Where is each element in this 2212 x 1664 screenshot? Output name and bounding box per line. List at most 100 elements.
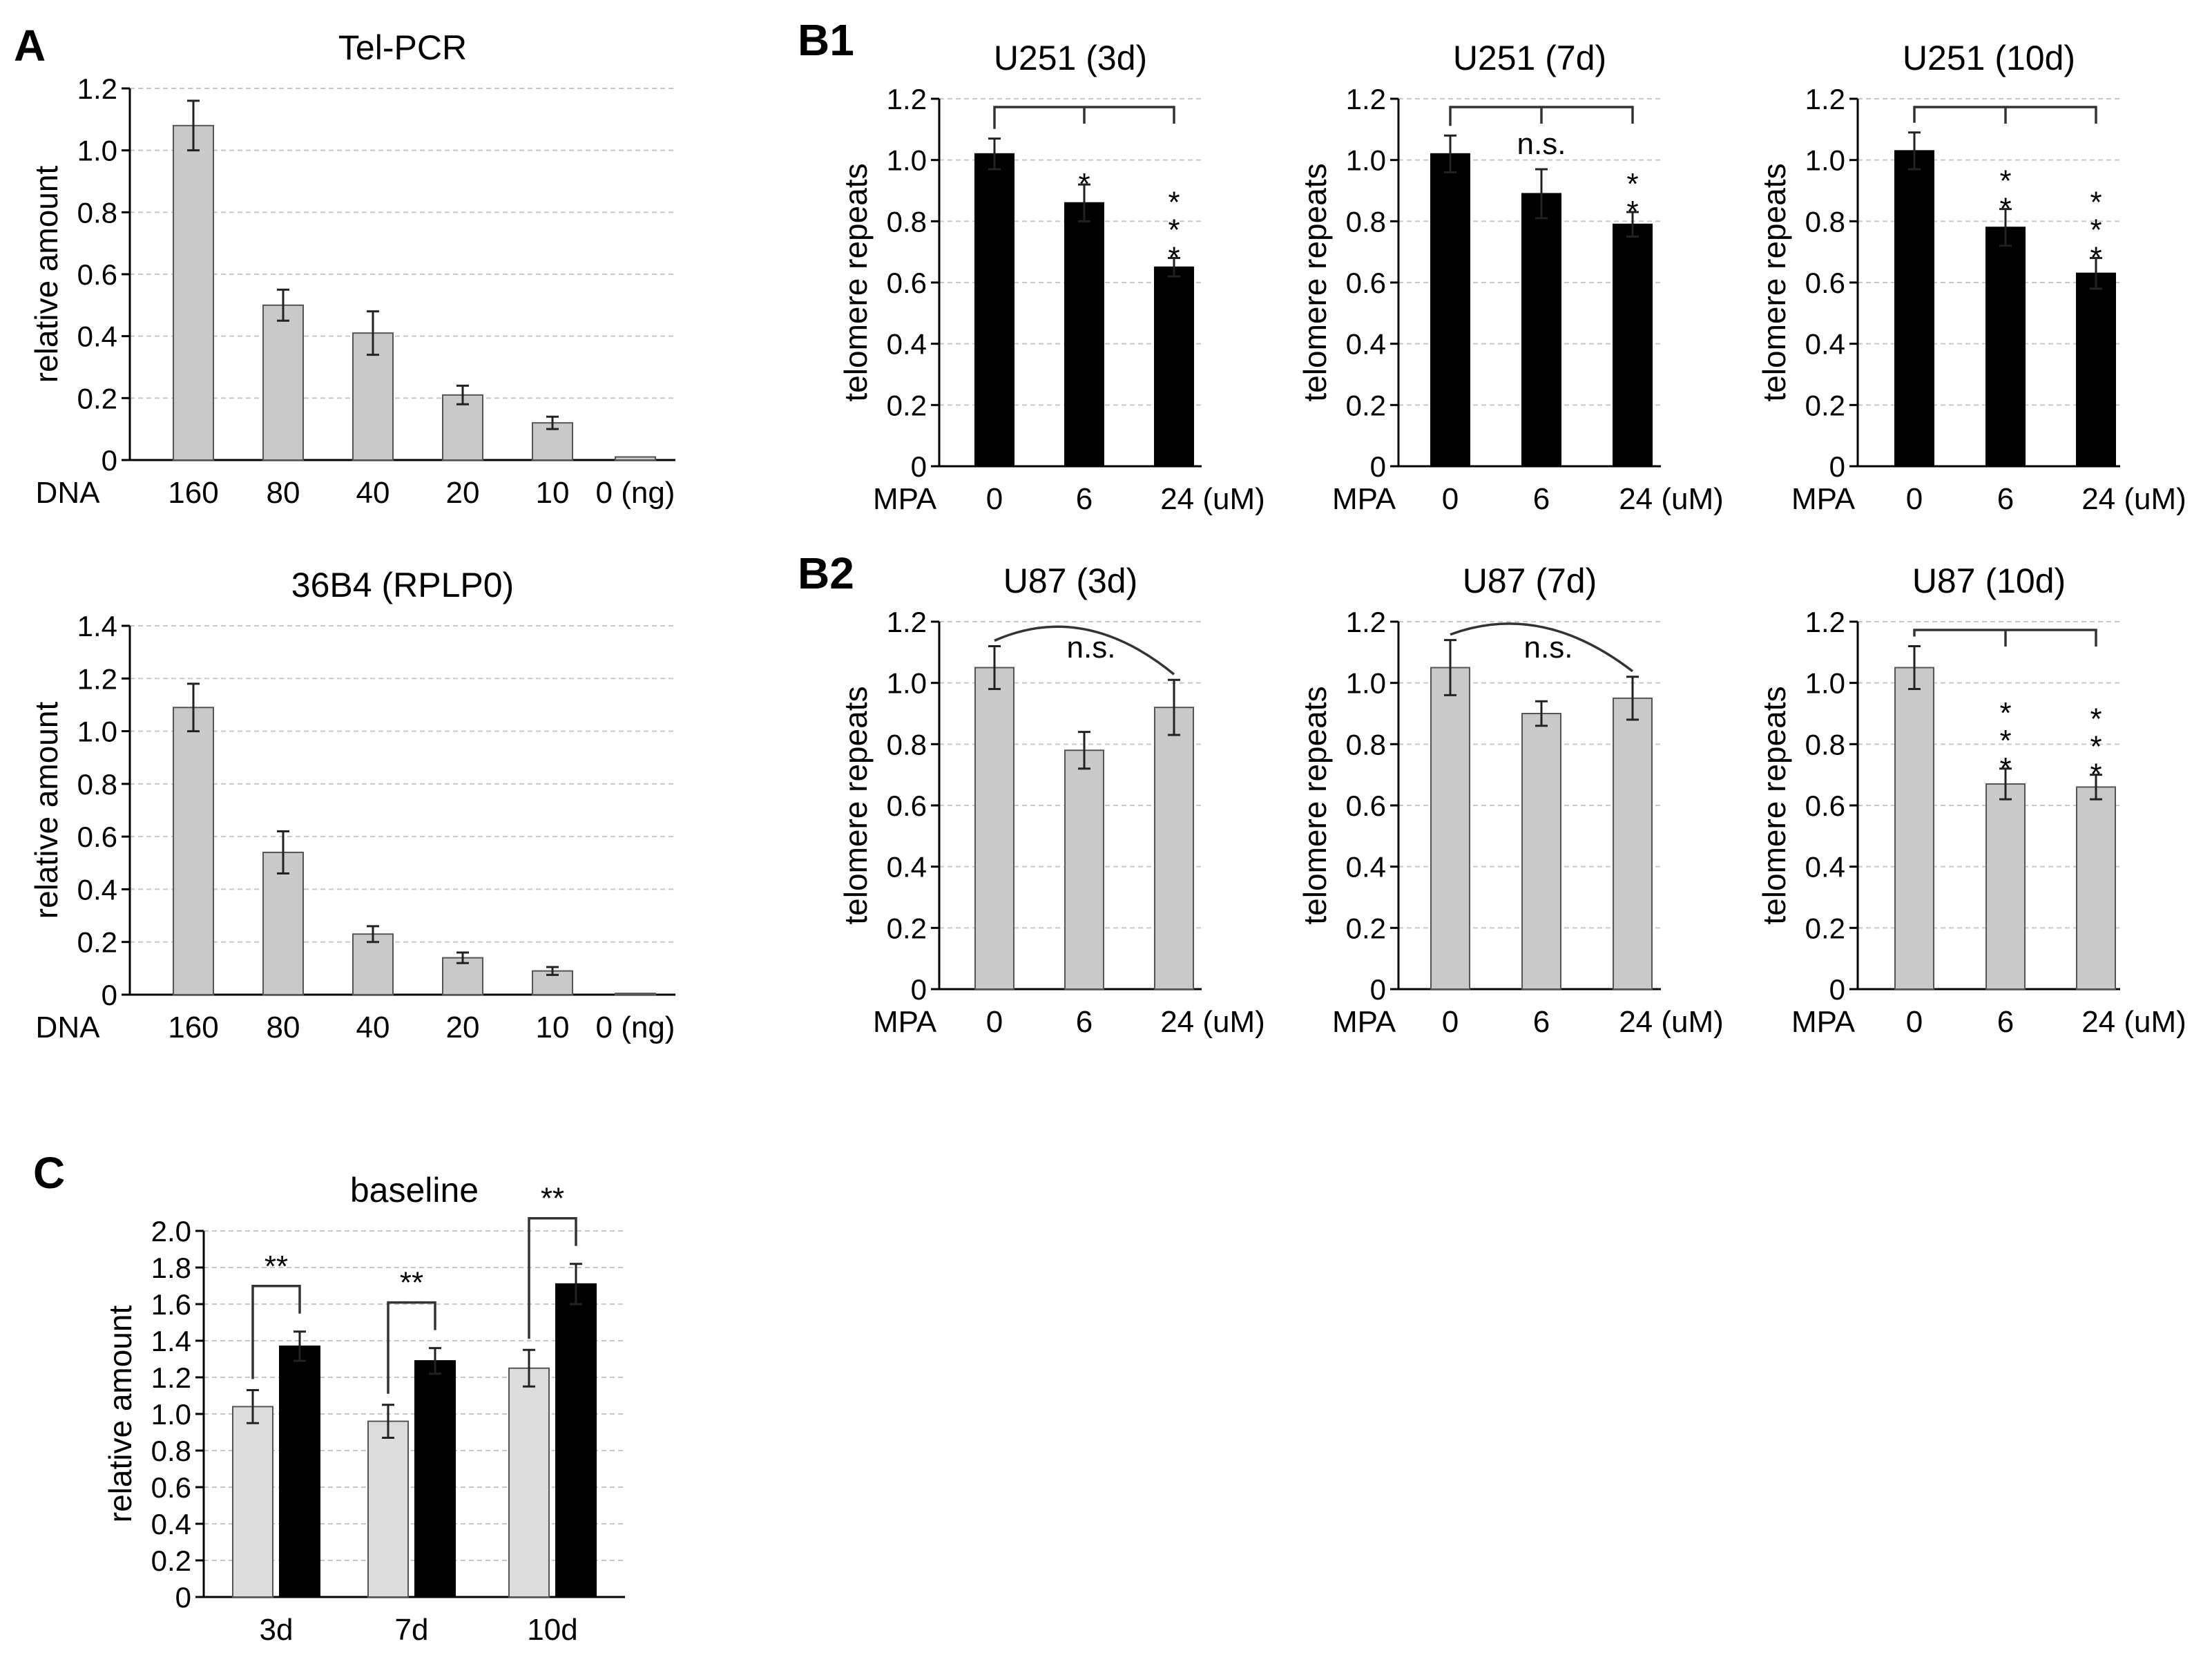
significance-label: *	[1078, 167, 1090, 201]
significance-star: *	[1999, 192, 2011, 226]
y-tick-label: 0.6	[1346, 790, 1386, 822]
significance-bracket	[251, 1285, 301, 1379]
category-label: 0	[1442, 1005, 1459, 1039]
chart-title: U87 (7d)	[1463, 562, 1597, 600]
panel-label-c: C	[33, 1148, 65, 1198]
y-axis-label: relative amount	[28, 166, 64, 383]
category-label: 10d	[527, 1613, 577, 1647]
y-tick-label: 1.0	[887, 144, 927, 177]
panel-label-a: A	[14, 21, 46, 70]
y-tick-label: 0.4	[887, 328, 927, 361]
category-label: 0	[986, 1005, 1003, 1039]
y-tick-label: 0	[1829, 450, 1845, 483]
significance-label: n.s.	[1524, 631, 1573, 664]
significance-star: *	[2090, 241, 2102, 275]
x-axis-prefix: MPA	[1332, 482, 1396, 516]
y-tick-label: 0.2	[1805, 912, 1845, 944]
x-axis-prefix: MPA	[873, 1005, 937, 1039]
y-axis-label: telomere repeats	[1756, 163, 1792, 401]
y-tick-label: 0.4	[1346, 851, 1386, 883]
y-tick-label: 0.6	[77, 258, 117, 291]
significance-star: *	[2090, 702, 2102, 736]
y-tick-label: 0.2	[1805, 389, 1845, 421]
y-tick-label: 0	[175, 1581, 191, 1614]
panel-label-b1: B1	[798, 15, 854, 65]
significance-star: *	[1168, 186, 1180, 220]
y-tick-label: 0.2	[1346, 912, 1386, 944]
bar	[1985, 783, 2026, 990]
significance-star: *	[1626, 167, 1638, 201]
category-label: 10	[536, 1011, 570, 1044]
x-axis-prefix: DNA	[36, 476, 101, 510]
category-label: 40	[356, 476, 390, 510]
bar-series-2	[555, 1283, 597, 1598]
y-axis-label: telomere repeats	[1297, 163, 1333, 401]
bar-series-2	[414, 1360, 456, 1598]
chart-baseline: baseline relative amount 0 0.2 0.4 0.6 0.8 1.0 1…	[102, 1171, 625, 1647]
category-label: 24 (uM)	[1619, 1005, 1724, 1039]
y-tick-label: 0.8	[887, 205, 927, 238]
chart-u251-7d: U251 (7d) telomere repeats 0 0.2 0.4 0.6 0.8 1.…	[1297, 39, 1724, 516]
y-tick-label: 2.0	[151, 1215, 191, 1247]
y-tick-label: 0.4	[1346, 328, 1386, 361]
y-axis-label: telomere repeats	[838, 163, 874, 401]
category-label: 24 (uM)	[1619, 482, 1724, 516]
bar-series-2	[279, 1345, 320, 1598]
significance-label: * * *	[2090, 702, 2102, 792]
y-tick-label: 0.8	[887, 728, 927, 761]
significance-label: * * *	[1999, 696, 2011, 785]
chart-title: U251 (3d)	[994, 39, 1147, 77]
bar	[1521, 713, 1561, 990]
y-tick-label: 0.2	[77, 926, 117, 959]
significance-arc	[994, 625, 1175, 676]
y-tick-label: 1.0	[77, 716, 117, 748]
bar	[262, 304, 304, 461]
significance-star: *	[1999, 696, 2011, 730]
y-tick-label: 0.8	[1346, 205, 1386, 238]
panel-label-b2: B2	[798, 548, 854, 598]
y-tick-label: 0.8	[1805, 728, 1845, 761]
y-tick-label: 0.8	[77, 768, 117, 801]
y-tick-label: 0.6	[1346, 267, 1386, 299]
chart-title: Tel-PCR	[338, 28, 467, 67]
y-tick-label: 0.8	[77, 196, 117, 229]
bar	[262, 852, 304, 995]
bar-series-1	[367, 1420, 409, 1598]
y-tick-label: 0	[911, 450, 927, 483]
y-tick-label: 1.0	[1346, 667, 1386, 700]
y-tick-label: 0	[911, 973, 927, 1006]
y-tick-label: 1.8	[151, 1252, 191, 1284]
category-label: 6	[1533, 482, 1550, 516]
y-tick-label: 1.0	[1805, 667, 1845, 700]
y-tick-label: 0	[1829, 973, 1845, 1006]
y-tick-label: 1.0	[77, 135, 117, 167]
y-tick-label: 0.6	[151, 1471, 191, 1504]
y-tick-label: 0.8	[1805, 205, 1845, 238]
significance-label: * * *	[2090, 186, 2102, 275]
y-tick-label: 1.4	[151, 1325, 191, 1357]
category-label: 80	[267, 476, 300, 510]
y-tick-label: 0.2	[887, 389, 927, 421]
x-axis-prefix: MPA	[873, 482, 937, 516]
category-label: 24 (uM)	[2081, 482, 2186, 516]
chart-title: U251 (7d)	[1453, 39, 1606, 77]
y-tick-label: 1.2	[1346, 606, 1386, 638]
significance-arc	[1450, 622, 1634, 673]
y-tick-label: 0.2	[151, 1545, 191, 1577]
y-tick-label: 1.2	[1805, 83, 1845, 115]
y-tick-label: 0.4	[887, 851, 927, 883]
category-label: 0 (ng)	[596, 476, 675, 510]
bar	[1154, 266, 1194, 467]
bar	[1521, 193, 1561, 467]
significance-star: *	[1999, 724, 2011, 758]
chart-title: U87 (10d)	[1912, 562, 2066, 600]
chart-u251-3d: U251 (3d) telomere repeats 0 0.2 0.4 0.6 0.8 1.…	[838, 39, 1265, 516]
y-tick-label: 1.2	[1805, 606, 1845, 638]
category-label: 0	[1906, 482, 1923, 516]
bar-series-1	[508, 1367, 550, 1598]
category-label: 10	[536, 476, 570, 510]
significance-star: *	[1626, 195, 1638, 229]
y-tick-label: 1.0	[1346, 144, 1386, 177]
significance-star: *	[2090, 758, 2102, 792]
